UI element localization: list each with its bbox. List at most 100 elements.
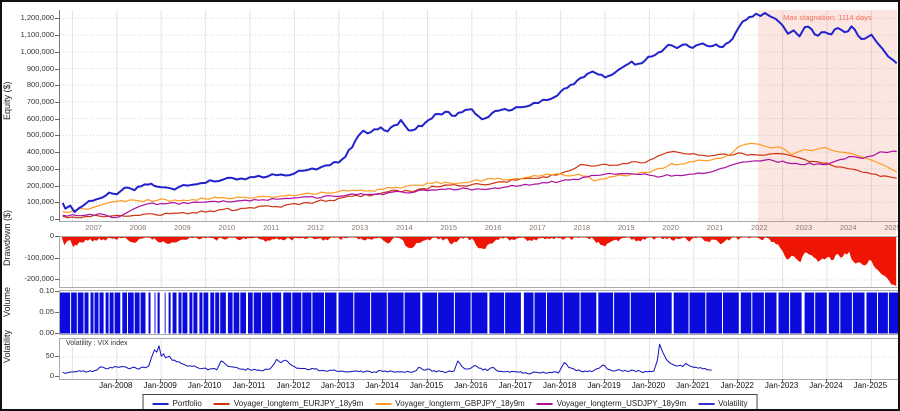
y-tick-label: 0.05 [39, 306, 54, 316]
volume-gap [150, 292, 155, 334]
chart-legend[interactable]: Portfolio Voyager_longterm_EURJPY_18y9m Vo… [142, 394, 758, 409]
volume-gap [88, 292, 91, 334]
volume-gap [176, 292, 179, 334]
volume-gap [252, 292, 254, 334]
x-axis-label: Jan-2021 [676, 381, 710, 390]
y-tick-mark [55, 51, 59, 53]
y-tick-label: 400,000 [26, 147, 54, 157]
legend-swatch-icon [698, 402, 715, 405]
volume-gap [487, 292, 490, 334]
x-axis-label: Jan-2016 [454, 381, 488, 390]
x-tick-mark [204, 379, 206, 382]
volume-gap [271, 292, 273, 334]
volume-gap [127, 292, 128, 334]
equity-panel[interactable] [59, 10, 898, 222]
volume-gap [113, 292, 115, 334]
volume-gap [76, 292, 78, 334]
drawdown-panel[interactable] [59, 236, 899, 288]
y-tick-mark [55, 118, 59, 120]
legend-swatch-icon [213, 402, 230, 405]
y-tick-mark [55, 152, 59, 154]
volume-gap [219, 292, 221, 334]
volume-gap [225, 292, 228, 334]
volume-gap [688, 292, 690, 334]
x-tick-mark [382, 379, 384, 382]
legend-item[interactable]: Volatility [698, 399, 747, 408]
y-tick-mark [55, 376, 59, 377]
volume-gap [562, 292, 564, 334]
drawdown-area [61, 237, 897, 286]
volume-gap [291, 292, 293, 334]
legend-label: Voyager_longterm_EURJPY_18y9m [233, 399, 364, 408]
legend-item[interactable]: Voyager_longterm_USDJPY_18y9m [536, 399, 686, 408]
volume-gap [839, 292, 841, 334]
volume-gap [103, 292, 106, 334]
x-tick-mark [870, 379, 872, 382]
y-tick-mark [55, 236, 59, 237]
max-stagnation-region [758, 10, 898, 221]
equity-year-label: 2019 [617, 223, 635, 232]
y-tick-mark [55, 356, 59, 357]
volume-gap [851, 292, 853, 334]
volume-gap [165, 292, 169, 334]
volume-gap [93, 292, 95, 334]
volume-gap [801, 292, 805, 334]
volume-gap [864, 292, 867, 334]
volume-gap [655, 292, 656, 334]
x-tick-mark [470, 379, 472, 382]
y-tick-label: 1,100,000 [20, 30, 54, 40]
volume-gap [261, 292, 263, 334]
volume-gap [133, 292, 135, 334]
equity-year-label: 2022 [751, 223, 768, 232]
y-tick-mark [55, 35, 59, 37]
x-tick-mark [160, 379, 162, 382]
y-tick-label: 0.10 [39, 286, 54, 295]
y-tick-label: 600,000 [26, 113, 54, 123]
y-tick-label: 100,000 [26, 197, 54, 207]
volume-gap [139, 292, 141, 334]
volume-gap [403, 292, 405, 334]
y-tick-mark [55, 257, 59, 259]
x-tick-mark [825, 379, 827, 382]
x-axis-label: Jan-2022 [720, 381, 754, 390]
volume-gap [202, 292, 204, 334]
volume-bars [60, 292, 898, 334]
equity-year-label: 2023 [795, 223, 813, 232]
volatility-panel[interactable] [59, 338, 899, 380]
volume-gap [239, 292, 241, 334]
x-axis-label: Jan-2014 [365, 381, 399, 390]
y-tick-mark [55, 279, 59, 280]
equity-year-label: 2011 [263, 223, 280, 232]
volume-gap [187, 292, 190, 334]
volume-gap [370, 292, 372, 334]
y-tick-label: 300,000 [26, 163, 54, 173]
legend-item[interactable]: Voyager_longterm_GBPJPY_18y9m [375, 399, 525, 408]
volume-gap [324, 292, 325, 334]
volume-gap [70, 292, 72, 334]
strategy-line-1 [62, 150, 897, 219]
legend-item[interactable]: Portfolio [152, 399, 202, 408]
x-axis-label: Jan-2020 [631, 381, 666, 390]
volume-gap [170, 292, 173, 334]
equity-year-label: 2017 [529, 223, 546, 232]
volume-panel[interactable] [59, 290, 899, 335]
volume-gap [705, 292, 707, 334]
volume-gap [504, 292, 506, 334]
volume-gap [763, 292, 765, 334]
volume-gap [120, 292, 123, 334]
legend-item[interactable]: Voyager_longterm_EURJPY_18y9m [213, 399, 364, 408]
equity-year-label: 2013 [351, 223, 369, 232]
volume-gap [722, 292, 723, 334]
x-tick-mark [515, 379, 517, 382]
volume-gap [533, 292, 535, 334]
x-tick-mark [648, 379, 650, 382]
strategy-line-2 [62, 142, 897, 214]
y-tick-label: 200,000 [26, 180, 54, 190]
x-tick-mark [692, 379, 694, 382]
volume-gap [546, 292, 547, 334]
volume-gap [613, 292, 615, 334]
volume-gap [145, 292, 149, 334]
equity-year-label: 2008 [129, 223, 147, 232]
y-tick-label: 0 [49, 214, 54, 223]
